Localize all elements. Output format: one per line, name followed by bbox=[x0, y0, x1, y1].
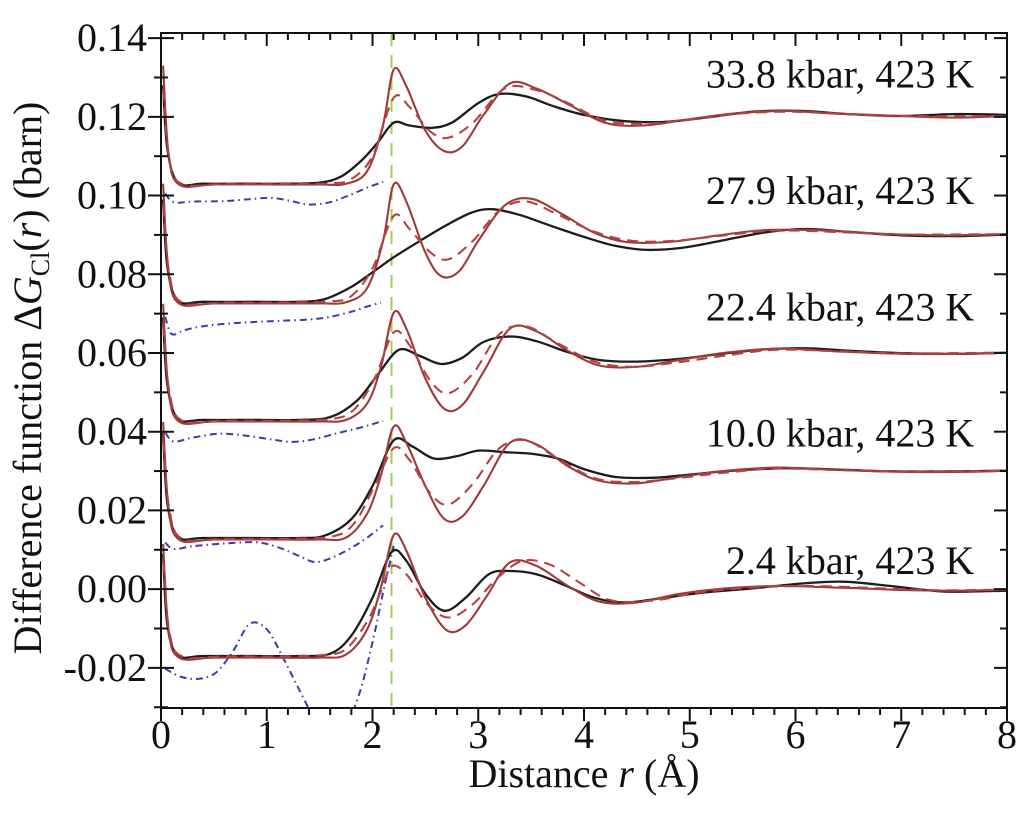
y-axis-title: Difference function ΔGCl(r) (barn) bbox=[4, 28, 56, 728]
x-axis-tick-label: 7 bbox=[891, 712, 911, 757]
y-axis-title-unit: ) (barn) bbox=[5, 101, 50, 223]
x-axis-tick-label: 5 bbox=[680, 712, 700, 757]
y-axis-tick-label: 0.06 bbox=[77, 330, 147, 375]
y-axis-tick-label: 0.02 bbox=[77, 487, 147, 532]
x-axis-tick-label: 8 bbox=[997, 712, 1017, 757]
x-axis-tick-label: 2 bbox=[363, 712, 383, 757]
x-axis-title-variable: r bbox=[618, 751, 634, 796]
pressure-annotation-1: 27.9 kbar, 423 K bbox=[706, 168, 974, 213]
y-axis-tick-label: 0.00 bbox=[77, 566, 147, 611]
y-axis-tick-label: 0.12 bbox=[77, 94, 147, 139]
x-axis-tick-label: 3 bbox=[468, 712, 488, 757]
curve-low-r-extrapolation-2 bbox=[164, 419, 384, 443]
plot-area bbox=[161, 33, 1007, 708]
curve-low-r-extrapolation-1 bbox=[164, 301, 382, 336]
curve-simulation-dashed-2 bbox=[162, 324, 1007, 424]
y-axis-tick-label: 0.08 bbox=[77, 251, 147, 296]
y-axis-title-paren: ( bbox=[5, 238, 50, 252]
curve-experiment-2 bbox=[161, 317, 1007, 423]
curve-low-r-extrapolation-0 bbox=[164, 180, 384, 206]
curve-simulation-dashed-0 bbox=[162, 84, 1007, 187]
x-axis-tick-label: 4 bbox=[574, 712, 594, 757]
x-axis-title-unit: (Å) bbox=[634, 751, 700, 796]
x-axis-title-text: Distance bbox=[468, 751, 619, 796]
x-axis-tick-label: 0 bbox=[151, 712, 171, 757]
curve-simulation-dashed-4 bbox=[162, 558, 1007, 660]
curve-simulation-dashed-3 bbox=[162, 438, 1007, 542]
x-axis-tick-label: 6 bbox=[786, 712, 806, 757]
curve-simulation-dashed-1 bbox=[162, 200, 1007, 306]
y-axis-title-rvariable: r bbox=[5, 222, 50, 239]
plot-frame bbox=[160, 32, 1008, 709]
y-axis-title-text: Difference function Δ bbox=[5, 305, 50, 655]
y-axis-title-subscript: Cl bbox=[26, 251, 55, 277]
pressure-annotation-0: 33.8 kbar, 423 K bbox=[706, 52, 974, 97]
y-axis-tick-label: -0.02 bbox=[64, 645, 147, 690]
curve-simulation-solid-4 bbox=[162, 532, 1007, 661]
y-axis-title-variable: G bbox=[5, 276, 50, 306]
y-axis-tick-label: 0.14 bbox=[77, 15, 147, 60]
y-axis-tick-label: 0.04 bbox=[77, 409, 147, 454]
pressure-annotation-2: 22.4 kbar, 423 K bbox=[706, 285, 974, 330]
pressure-annotation-3: 10.0 kbar, 423 K bbox=[706, 411, 974, 456]
curve-low-r-extrapolation-3 bbox=[164, 524, 384, 564]
curve-low-r-extrapolation-4 bbox=[164, 545, 395, 708]
y-axis-tick-label: 0.10 bbox=[77, 173, 147, 218]
x-axis-tick-label: 1 bbox=[257, 712, 277, 757]
x-axis-title: Distance r (Å) bbox=[161, 750, 1007, 797]
pressure-annotation-4: 2.4 kbar, 423 K bbox=[726, 538, 974, 583]
